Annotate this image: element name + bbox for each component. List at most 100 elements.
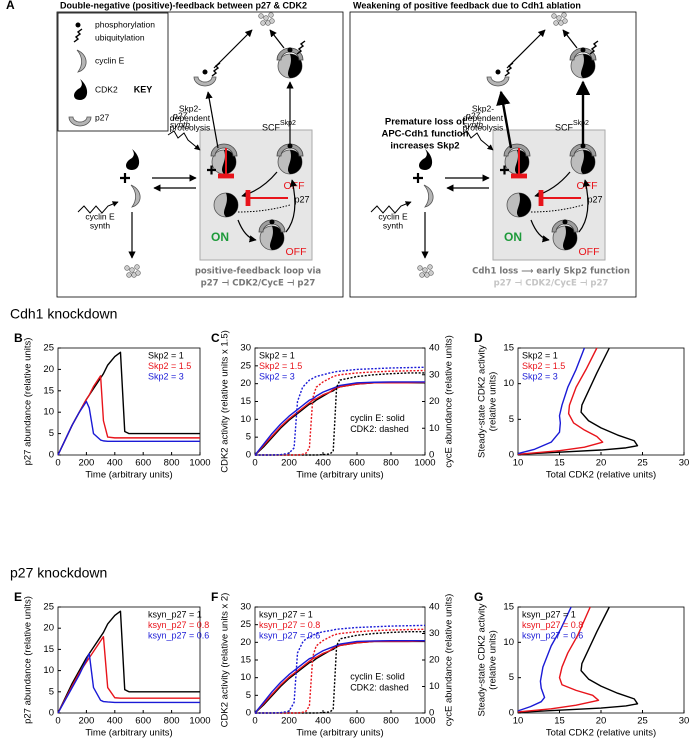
degraded-fragment [427, 264, 433, 270]
ubiquitin-mark [296, 40, 306, 55]
diagram-label: dependent [463, 113, 504, 123]
legend-entry: ksyn_p27 = 0.8 [522, 620, 583, 630]
x-tick-label: 200 [281, 716, 297, 727]
y-tick-label: 5 [49, 686, 54, 697]
plus-sign [207, 165, 216, 175]
x-tick-label: 10 [513, 458, 524, 469]
diagram-label: Cdh1 loss ⟶ early Skp2 function [472, 267, 630, 277]
y-tick-label: 20 [43, 364, 54, 375]
legend-entry: Skp2 = 1 [522, 350, 558, 360]
key-frame [57, 12, 169, 132]
cdk2-icon [126, 149, 140, 170]
plus-sign [413, 173, 423, 183]
y-axis-title: Steady-state CDK2 activity [477, 603, 488, 716]
panel-letter: B [14, 331, 23, 345]
complex-p27 [258, 219, 286, 233]
annotation: CDK2: dashed [350, 682, 409, 692]
legend-entry: Skp2 = 1 [259, 350, 295, 360]
x-axis-title: Total CDK2 (relative units) [546, 728, 656, 738]
line [57, 652, 200, 714]
legend-entry: ksyn_p27 = 0.8 [259, 620, 320, 630]
line [57, 635, 200, 714]
synthesis-arrow [370, 201, 412, 214]
diagram-label: SCF [262, 122, 281, 132]
x-tick-label: 400 [107, 716, 123, 727]
diagram-label: p27 [465, 110, 480, 120]
x-tick-label: 800 [383, 716, 399, 727]
y-tick-label: 20 [43, 623, 54, 634]
diagram-label: ON [211, 230, 229, 244]
complex-p27 [276, 143, 304, 157]
arrow [562, 29, 578, 49]
y-axis-title: p27 abundance (relative units) [23, 596, 34, 724]
x-axis-title: Time (arbitrary units) [296, 470, 383, 481]
arrow [285, 179, 297, 233]
arrow [496, 90, 513, 149]
arrow [269, 29, 285, 49]
y2-tick-label: 0 [429, 708, 434, 719]
y2-tick-label: 40 [429, 602, 440, 613]
line [254, 639, 425, 714]
y-axis-title: Steady-state CDK2 activity [477, 345, 488, 458]
y-axis-title: CDK2 activity (relative units x 2) [220, 593, 231, 728]
y2-tick-label: 30 [429, 628, 440, 639]
y-tick-label: 15 [503, 343, 514, 354]
y-tick-label: 5 [509, 414, 514, 425]
diagram-label: proteolysis [463, 122, 504, 132]
y-tick-label: 0 [246, 708, 251, 719]
y-tick-label: 30 [240, 602, 251, 613]
y-tick-label: 25 [43, 602, 54, 613]
y2-tick-label: 20 [429, 655, 440, 666]
y-tick-label: 10 [240, 672, 251, 683]
cyclin-e-icon [76, 49, 87, 73]
y-tick-label: 10 [503, 378, 514, 389]
complex-cdk2 [581, 54, 595, 78]
x-axis-title: Time (arbitrary units) [85, 470, 172, 481]
y-tick-label: 5 [509, 672, 514, 683]
y-tick-label: 15 [240, 396, 251, 407]
panel-letter: F [211, 590, 218, 604]
degraded-fragment [422, 267, 428, 273]
panel-letter: D [474, 331, 483, 345]
arrow [530, 219, 550, 243]
ubiquitin-mark [73, 28, 83, 43]
synthesis-arrow [77, 201, 119, 214]
complex-p27 [569, 143, 597, 157]
y2-tick-label: 0 [429, 450, 434, 461]
diagram-label: dependent [170, 113, 211, 123]
y-tick-label: 25 [43, 343, 54, 354]
y-tick-label: 10 [240, 414, 251, 425]
section-title: Cdh1 knockdown [10, 306, 117, 322]
line [517, 347, 586, 455]
arrow [213, 29, 253, 69]
cdk2-icon [419, 149, 433, 170]
x-tick-label: 0 [252, 716, 257, 727]
legend-entry: ksyn_p27 = 1 [148, 609, 202, 619]
line [517, 347, 604, 455]
y2-tick-label: 20 [429, 396, 440, 407]
cyclin-e-icon [130, 184, 141, 208]
x-tick-label: 600 [349, 458, 365, 469]
dotted-link [237, 204, 291, 213]
x-tick-label: 30 [679, 458, 690, 469]
legend-entry: Skp2 = 1.5 [259, 361, 302, 371]
p27-icon [68, 116, 92, 127]
arrow [578, 179, 590, 233]
legend-entry: Skp2 = 3 [522, 371, 558, 381]
plot-area [57, 606, 201, 714]
diagram-label: KEY [134, 84, 153, 94]
diagram-label: OFF [579, 246, 600, 258]
section-title: p27 knockdown [10, 565, 107, 581]
x-tick-label: 1000 [414, 716, 435, 727]
phospho-dot [495, 69, 501, 75]
diagram-label: ON [504, 230, 522, 244]
x-tick-label: 20 [596, 458, 607, 469]
phospho-dot [580, 47, 586, 53]
line [254, 640, 426, 714]
x-tick-label: 15 [554, 716, 565, 727]
legend-entry: ksyn_p27 = 1 [522, 609, 576, 619]
x-tick-label: 25 [637, 458, 648, 469]
x-tick-label: 800 [383, 458, 399, 469]
diagram-label: Premature loss of [385, 117, 466, 128]
x-tick-label: 10 [513, 716, 524, 727]
